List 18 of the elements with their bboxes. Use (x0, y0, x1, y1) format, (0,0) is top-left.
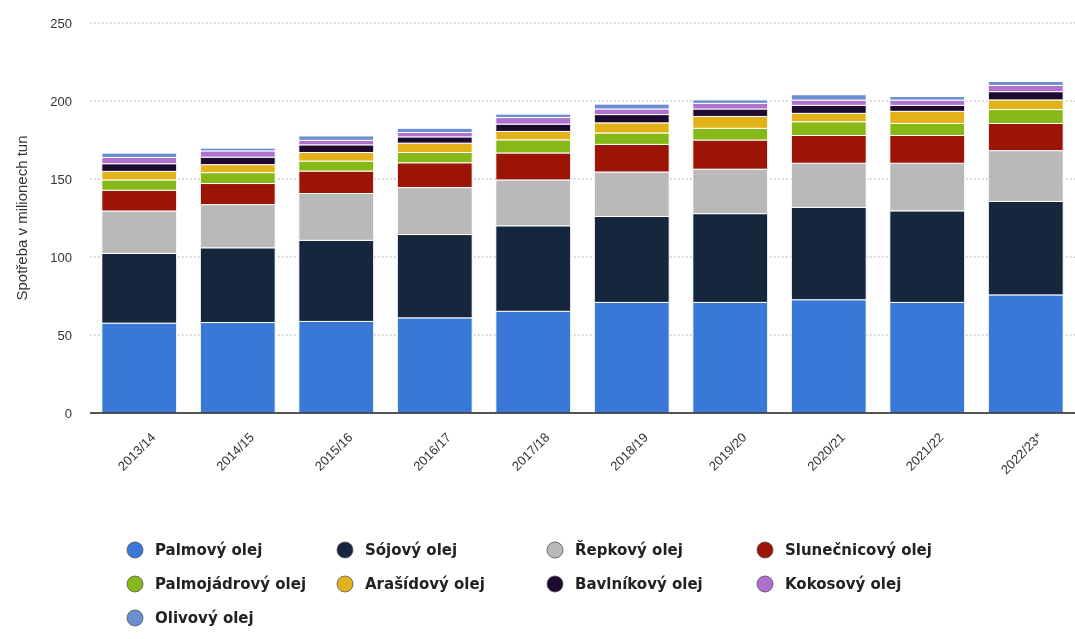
y-tick-label: 100 (50, 249, 72, 265)
bar (298, 135, 375, 141)
legend-label: Sójový olej (365, 541, 458, 560)
legend-label: Kokosový olej (785, 575, 902, 594)
bar (396, 127, 473, 134)
y-tick-label: 0 (64, 405, 72, 421)
legend-label: Palmojádrový olej (155, 575, 307, 594)
legend-label: Slunečnicový olej (785, 541, 932, 560)
legend-label: Olivový olej (155, 609, 254, 628)
y-tick-label: 250 (50, 15, 72, 31)
legend-label: Bavlníkový olej (575, 575, 703, 594)
y-tick-label: 50 (57, 327, 72, 343)
y-axis-title: Spotřeba v milionech tun (13, 135, 30, 301)
legend-label: Palmový olej (155, 541, 263, 560)
legend-label: Arašídový olej (365, 575, 485, 594)
y-tick-label: 200 (50, 93, 72, 109)
legend-label: Řepkový olej (575, 540, 683, 560)
y-tick-label: 150 (50, 171, 72, 187)
